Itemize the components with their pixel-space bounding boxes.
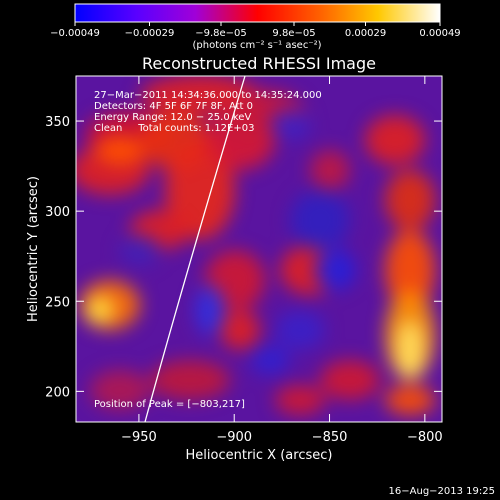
heatmap-blob	[120, 235, 160, 265]
plot-frame	[75, 75, 443, 423]
colorbar-unit-label: (photons cm⁻² s⁻¹ asec⁻²)	[192, 40, 321, 51]
x-axis-title: Heliocentric X (arcsec)	[186, 448, 333, 463]
colorbar-strip	[74, 3, 441, 23]
y-tick-label: 300	[45, 205, 70, 220]
y-axis: 200 250 300 350	[45, 115, 442, 400]
colorbar-tick-label: −9.8e−05	[195, 28, 247, 39]
colorbar-tick-label: 9.8e−05	[272, 28, 315, 39]
info-line-counts: Clean Total counts: 1.12E+03	[94, 123, 254, 134]
heatmap-blob	[165, 140, 235, 240]
heatmap-area	[76, 76, 442, 422]
peak-position-label: Position of Peak = [−803,217]	[94, 399, 245, 410]
info-line-detectors: Detectors: 4F 5F 6F 7F 8F, Att 0	[94, 101, 253, 112]
y-tick-label: 350	[45, 115, 70, 130]
heatmap-blob	[395, 320, 425, 380]
chart-title: Reconstructed RHESSI Image	[142, 54, 376, 73]
heatmap-blob	[150, 360, 230, 400]
heatmap-blob	[275, 310, 325, 350]
x-tick-label: −900	[216, 430, 252, 445]
heatmap-blob	[315, 250, 355, 290]
heatmap-blob	[86, 296, 114, 324]
heatmap-blob	[195, 285, 225, 335]
heatmap-blob	[385, 230, 435, 310]
colorbar-tick-label: 0.00049	[419, 28, 460, 39]
heatmap-blob	[290, 190, 350, 250]
y-tick-label: 250	[45, 295, 70, 310]
y-tick-label: 200	[45, 385, 70, 400]
heatmap-blob	[385, 170, 435, 230]
x-tick-label: −950	[121, 430, 157, 445]
heatmap-blob	[365, 115, 425, 165]
x-axis: −950 −900 −850 −800	[121, 76, 443, 445]
heatmap-blob	[90, 370, 150, 410]
colorbar-tick-label: −0.00049	[50, 28, 100, 39]
x-tick-label: −800	[407, 430, 443, 445]
info-block: 27−Mar−2011 14:34:36.000 to 14:35:24.000…	[94, 90, 322, 134]
colorbar: −0.00049 −0.00029 −9.8e−05 9.8e−05 0.00029 0.…	[50, 3, 461, 51]
colorbar-tick-label: −0.00029	[125, 28, 175, 39]
info-line-time: 27−Mar−2011 14:34:36.000 to 14:35:24.000	[94, 90, 322, 101]
info-line-energy: Energy Range: 12.0 − 25.0 keV	[94, 112, 251, 123]
heatmap-blob	[220, 310, 260, 350]
heatmap-blob	[250, 345, 290, 375]
colorbar-tick-label: 0.00029	[345, 28, 386, 39]
heatmap-blob	[320, 360, 380, 400]
heatmap-blob	[275, 385, 325, 415]
timestamp: 16−Aug−2013 19:25	[389, 486, 495, 497]
y-axis-title: Heliocentric Y (arcsec)	[26, 176, 41, 322]
solar-limb-curve	[144, 76, 246, 422]
heatmap-blob	[95, 135, 145, 165]
heatmap-blob	[385, 385, 435, 415]
heatmap-blob	[310, 150, 350, 190]
x-tick-label: −850	[312, 430, 348, 445]
heatmap-blob	[270, 110, 310, 140]
